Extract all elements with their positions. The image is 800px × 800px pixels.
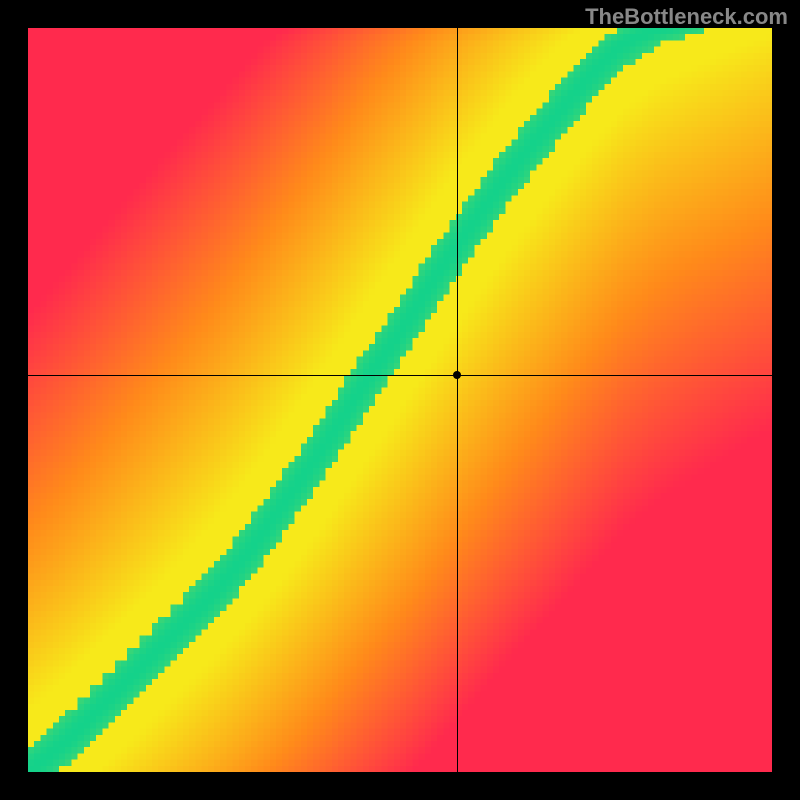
data-point-marker bbox=[453, 371, 461, 379]
crosshair-horizontal bbox=[28, 375, 772, 376]
plot-outer bbox=[0, 0, 800, 800]
plot-area bbox=[28, 28, 772, 772]
heatmap-canvas bbox=[28, 28, 772, 772]
crosshair-vertical bbox=[457, 28, 458, 772]
watermark-text: TheBottleneck.com bbox=[585, 4, 788, 30]
